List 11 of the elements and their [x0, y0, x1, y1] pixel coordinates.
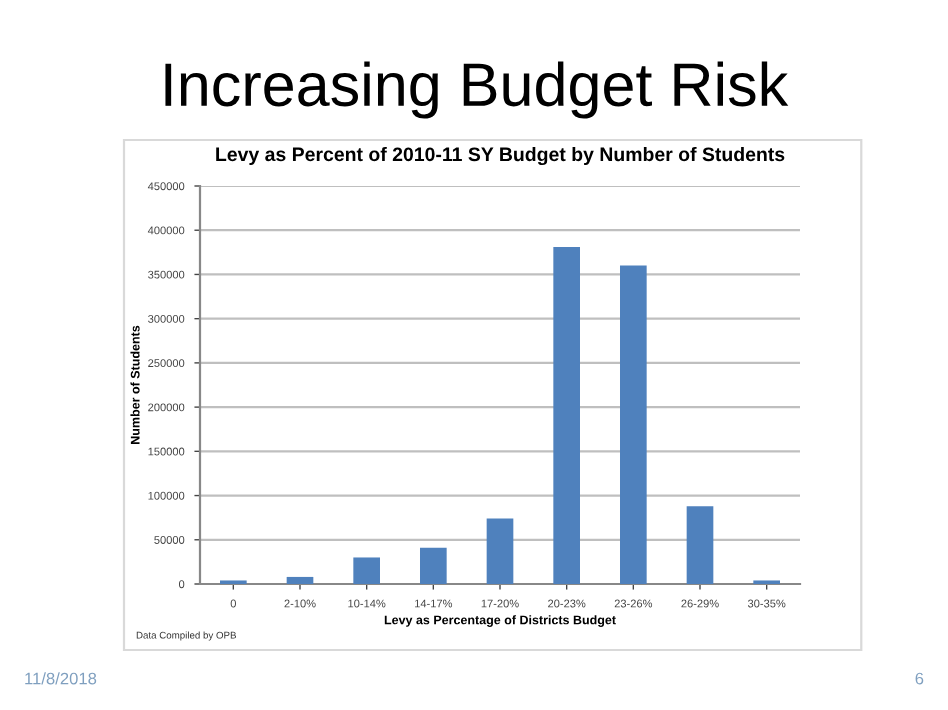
bar [686, 506, 714, 584]
text: 11/8/2018 [25, 672, 97, 685]
bar [553, 247, 580, 584]
text: 6 [915, 672, 924, 685]
bar [353, 557, 380, 584]
bar [486, 518, 514, 584]
chart-subtitle: Levy as Percent of 2010-11 SY Budget by Number of Students [216, 146, 785, 166]
bar [620, 265, 647, 584]
bar [420, 547, 447, 584]
chart-title: Increasing Budget Risk [165, 61, 789, 119]
bar [286, 576, 314, 584]
